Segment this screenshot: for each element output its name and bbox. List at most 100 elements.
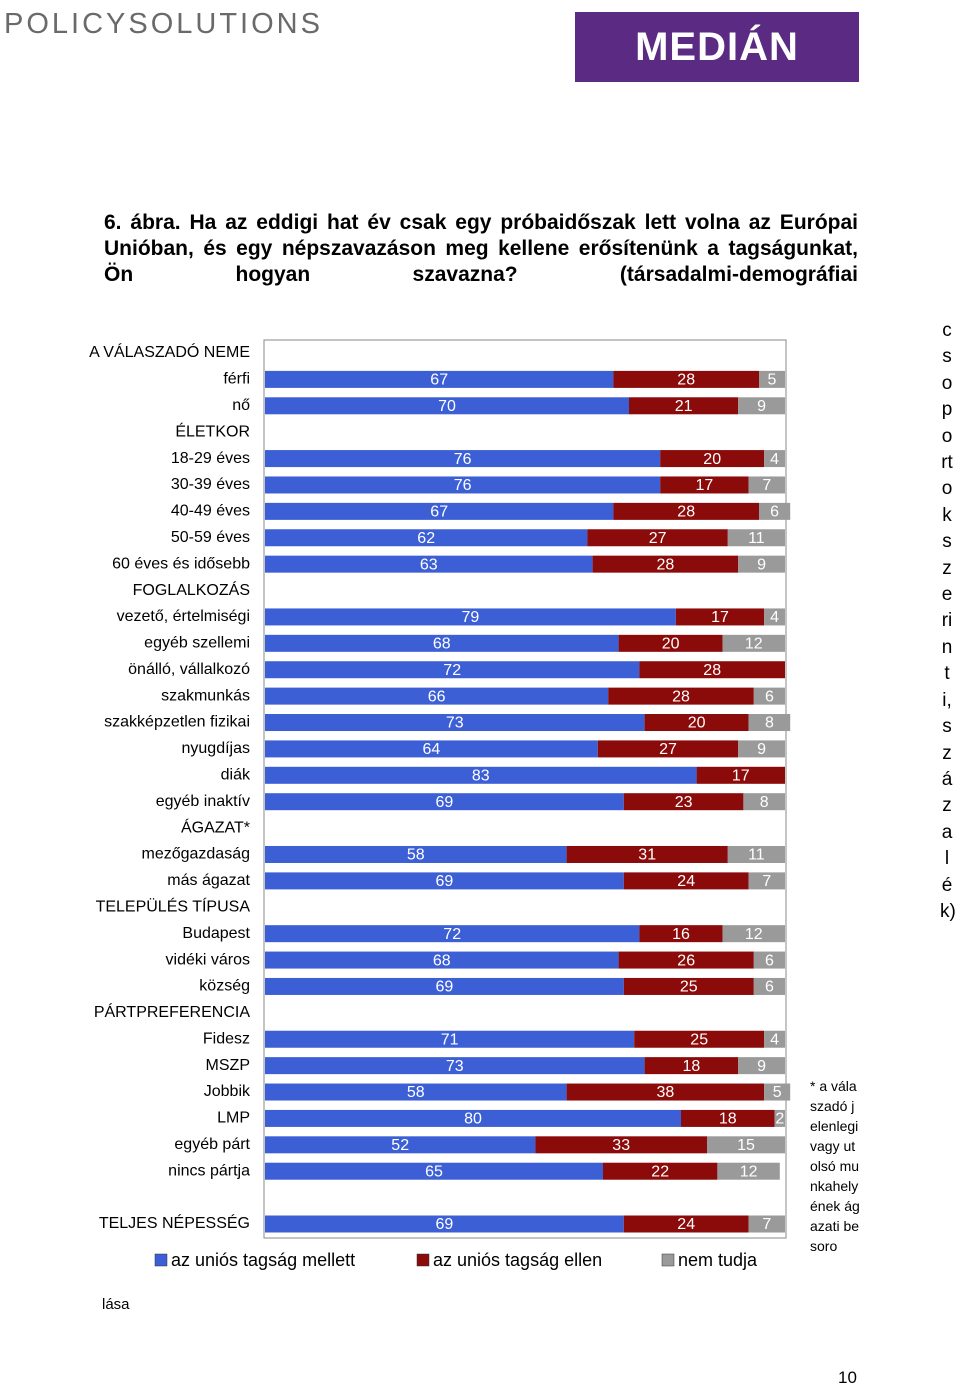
data-label: 69 xyxy=(436,873,454,890)
category-label: nő xyxy=(232,397,250,414)
data-label: 21 xyxy=(675,398,693,415)
data-label: 8 xyxy=(765,715,774,732)
bar-segment xyxy=(265,397,629,415)
data-label: 9 xyxy=(757,556,766,573)
data-label: 20 xyxy=(688,715,706,732)
legend-swatch xyxy=(154,1253,168,1267)
data-label: 26 xyxy=(677,952,695,969)
data-label: 9 xyxy=(757,398,766,415)
bar-segment xyxy=(727,529,785,547)
data-label: 6 xyxy=(770,504,779,521)
data-label: 6 xyxy=(765,688,774,705)
bar-segment xyxy=(623,793,744,811)
bar-segment xyxy=(265,1215,624,1233)
data-label: 28 xyxy=(703,662,721,679)
category-label: nincs pártja xyxy=(168,1162,250,1179)
plot-frame xyxy=(263,339,787,1239)
legend-swatch xyxy=(661,1253,675,1267)
data-label: 80 xyxy=(464,1111,482,1128)
bar-segment xyxy=(265,1057,645,1075)
bar-segment xyxy=(265,608,676,626)
bar-segment xyxy=(265,766,697,784)
data-label: 25 xyxy=(690,1031,708,1048)
side-text: csoportok szerinti, százalék) xyxy=(940,320,958,922)
bar-segment xyxy=(597,740,739,758)
category-label: 50-59 éves xyxy=(171,529,250,546)
category-label: ÉLETKOR xyxy=(175,421,250,440)
category-label: Fidesz xyxy=(203,1030,250,1047)
legend-swatch xyxy=(416,1253,430,1267)
data-label: 28 xyxy=(677,504,695,521)
category-label: 30-39 éves xyxy=(171,476,250,493)
bar-segment xyxy=(265,925,640,943)
category-label: Budapest xyxy=(182,925,250,942)
data-label: 28 xyxy=(657,556,675,573)
category-label: vidéki város xyxy=(166,951,250,968)
category-label: más ágazat xyxy=(167,872,250,889)
bar-segment xyxy=(623,1215,749,1233)
data-label: 69 xyxy=(436,794,454,811)
category-label: TELJES NÉPESSÉG xyxy=(99,1213,250,1232)
data-label: 22 xyxy=(651,1163,669,1180)
bar-segment xyxy=(639,661,785,679)
bar-segment xyxy=(764,1083,791,1101)
bar-segment xyxy=(722,925,785,943)
data-label: 4 xyxy=(770,1031,779,1048)
data-label: 67 xyxy=(430,504,448,521)
bar-segment xyxy=(623,977,754,995)
bar-segment xyxy=(265,793,624,811)
bar-segment xyxy=(265,450,661,468)
category-label: diák xyxy=(221,767,251,784)
data-label: 17 xyxy=(732,768,750,785)
bar-segment xyxy=(774,1109,785,1127)
bar-segment xyxy=(660,450,765,468)
bar-segment xyxy=(265,845,567,863)
category-label: LMP xyxy=(217,1110,250,1127)
data-label: 24 xyxy=(677,873,695,890)
category-label: MSZP xyxy=(206,1057,250,1074)
data-label: 28 xyxy=(677,372,695,389)
data-label: 18 xyxy=(719,1111,737,1128)
category-label: nyugdíjas xyxy=(182,740,251,757)
bar-segment xyxy=(738,397,785,415)
bar-segment xyxy=(613,502,759,520)
bar-segment xyxy=(566,845,728,863)
category-label: mezőgazdaság xyxy=(141,846,250,863)
data-label: 76 xyxy=(454,477,472,494)
bar-segment xyxy=(265,1136,536,1154)
figure-title: 6. ábra. Ha az eddigi hat év csak egy pr… xyxy=(104,211,858,286)
category-label: PÁRTPREFERENCIA xyxy=(94,1002,251,1021)
bar-segment xyxy=(265,370,614,388)
bar-segment xyxy=(265,1030,635,1048)
category-label: egyéb párt xyxy=(174,1136,250,1153)
data-label: 25 xyxy=(680,979,698,996)
data-label: 62 xyxy=(417,530,435,547)
bar-segment xyxy=(639,925,723,943)
bar-segment xyxy=(629,397,739,415)
bar-segment xyxy=(265,1109,681,1127)
data-label: 24 xyxy=(677,1216,695,1233)
bar-segment xyxy=(644,714,749,732)
category-label: TELEPÜLÉS TÍPUSA xyxy=(96,896,251,915)
bar-segment xyxy=(660,476,749,494)
data-label: 52 xyxy=(391,1137,409,1154)
left-logo: POLICYSOLUTIONS xyxy=(4,8,323,40)
bar-segment xyxy=(753,687,785,705)
data-label: 5 xyxy=(768,372,777,389)
bar-segment xyxy=(753,951,785,969)
bar-segment xyxy=(265,1162,603,1180)
data-label: 58 xyxy=(407,1084,425,1101)
data-label: 18 xyxy=(683,1058,701,1075)
data-label: 68 xyxy=(433,636,451,653)
bar-segment xyxy=(608,687,754,705)
data-label: 67 xyxy=(430,372,448,389)
bar-segment xyxy=(265,951,619,969)
bar-segment xyxy=(707,1136,785,1154)
data-label: 73 xyxy=(446,1058,464,1075)
bar-segment xyxy=(592,555,739,573)
bar-segment xyxy=(738,555,785,573)
bar-segment xyxy=(748,872,785,890)
bar-segment xyxy=(618,634,723,652)
